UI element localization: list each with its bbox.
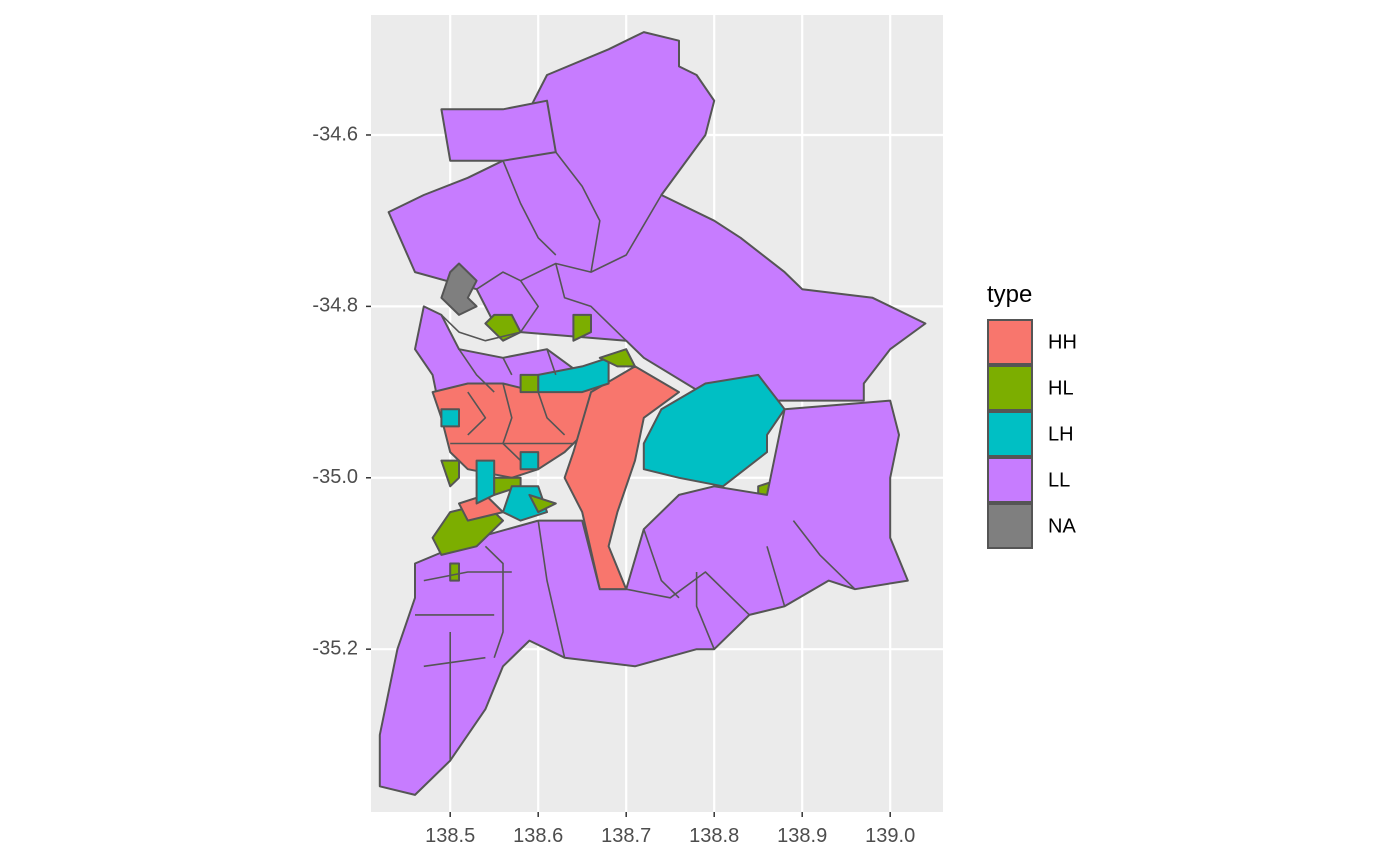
region-lh <box>440 408 460 428</box>
region-ll <box>378 399 909 796</box>
region-hl <box>572 313 592 342</box>
region-boundary <box>502 160 557 256</box>
y-tick-label: -35.0 <box>312 466 358 488</box>
legend-key-hh <box>987 319 1033 365</box>
region-hl <box>528 493 557 514</box>
region-boundary <box>695 572 715 650</box>
legend-key-ll <box>987 457 1033 503</box>
region-boundary <box>502 357 513 376</box>
region-boundary <box>643 528 680 599</box>
x-tick-label: 138.6 <box>513 825 563 847</box>
region-boundary <box>766 546 786 607</box>
region-boundary <box>467 391 487 436</box>
region-boundary <box>626 571 750 616</box>
legend-key-lh <box>987 411 1033 457</box>
region-lh <box>475 459 496 505</box>
x-tick-label: 138.7 <box>601 825 651 847</box>
y-axis: -34.6 -34.8 -35.0 -35.2 <box>312 123 371 659</box>
x-tick-label: 139.0 <box>865 825 915 847</box>
x-tick-label: 138.8 <box>689 825 739 847</box>
region-ll <box>440 99 557 162</box>
region-boundary <box>537 520 566 658</box>
region-boundary <box>555 263 627 342</box>
legend-key-na <box>987 503 1033 549</box>
region-boundary <box>484 545 504 658</box>
region-boundary <box>458 348 495 393</box>
region-lh <box>642 373 786 488</box>
x-tick-label: 138.5 <box>425 825 475 847</box>
region-lh <box>502 485 548 522</box>
legend-key-hl <box>987 365 1033 411</box>
region-boundary <box>546 348 557 376</box>
region-boundary <box>555 151 601 273</box>
y-tick-label: -35.2 <box>312 637 358 659</box>
region-hl <box>449 562 460 582</box>
region-lh <box>519 451 540 471</box>
region-boundary <box>440 314 521 342</box>
region-boundary <box>519 280 540 333</box>
legend-label-lh: LH <box>1048 423 1074 445</box>
region-ll <box>387 31 927 402</box>
legend-title: type <box>987 281 1032 308</box>
region-hl <box>440 459 460 488</box>
region-hh <box>563 365 680 591</box>
legend-label-hh: HH <box>1048 331 1077 353</box>
legend-label-ll: LL <box>1048 469 1070 491</box>
region-boundary <box>423 656 486 668</box>
region-hl <box>598 348 636 368</box>
region-boundary <box>537 391 566 436</box>
y-tick-label: -34.8 <box>312 295 358 317</box>
legend-label-na: NA <box>1048 515 1076 537</box>
region-hl <box>519 373 540 394</box>
region-boundaries <box>415 151 856 761</box>
legend: type HH HL LH LL NA <box>987 281 1077 549</box>
x-axis: 138.5 138.6 138.7 138.8 138.9 139.0 <box>425 812 915 847</box>
region-na <box>440 262 478 316</box>
region-boundary <box>423 571 512 582</box>
region-boundary <box>792 520 856 590</box>
region-boundary <box>502 383 522 462</box>
legend-label-hl: HL <box>1048 377 1074 399</box>
x-tick-label: 138.9 <box>777 825 827 847</box>
y-tick-label: -34.6 <box>312 123 358 145</box>
